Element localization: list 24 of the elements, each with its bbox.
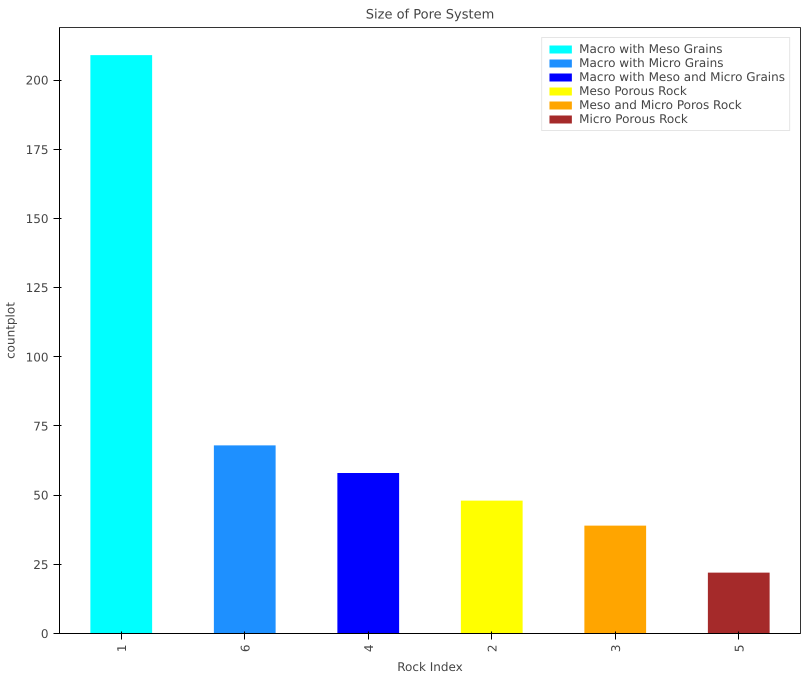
- legend-label: Meso Porous Rock: [579, 84, 687, 98]
- y-tick-label: 0: [40, 627, 49, 641]
- x-tick-label: 6: [238, 644, 252, 652]
- x-tick-label: 5: [732, 644, 746, 652]
- legend-label: Macro with Meso Grains: [579, 42, 722, 56]
- x-axis-title: Rock Index: [397, 660, 463, 674]
- y-tick-label: 50: [33, 488, 49, 503]
- y-axis-title: countplot: [4, 302, 18, 359]
- y-tick-label: 75: [33, 419, 49, 434]
- x-tick-label: 1: [114, 644, 129, 652]
- chart-title: Size of Pore System: [366, 8, 494, 22]
- legend-label: Macro with Micro Grains: [579, 56, 724, 70]
- y-tick-label: 25: [33, 558, 49, 572]
- y-tick-label: 100: [26, 350, 48, 364]
- x-tick-label: 4: [362, 644, 376, 652]
- y-tick-label: 200: [26, 74, 48, 88]
- y-tick-label: 150: [26, 212, 48, 226]
- y-tick-label: 125: [26, 281, 48, 296]
- y-tick-label: 175: [26, 142, 48, 157]
- legend-label: Macro with Meso and Micro Grains: [579, 70, 785, 84]
- x-tick-label: 3: [608, 644, 623, 652]
- x-tick-label: 2: [485, 644, 500, 652]
- legend-label: Micro Porous Rock: [579, 112, 688, 126]
- legend-label: Meso and Micro Poros Rock: [579, 98, 742, 112]
